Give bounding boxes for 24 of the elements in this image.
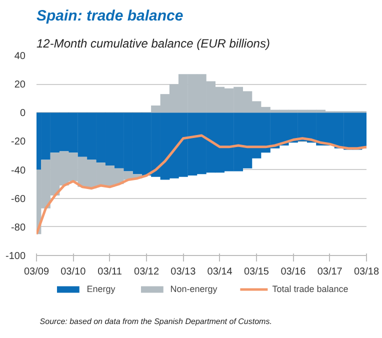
x-tick-label: 03/18: [354, 266, 380, 278]
legend-label: Energy: [86, 284, 116, 294]
legend-label: Total trade balance: [272, 284, 348, 294]
x-tick-label: 03/17: [317, 266, 343, 278]
x-tick-label: 03/13: [170, 266, 196, 278]
y-tick-label: -40: [11, 165, 26, 176]
x-tick-label: 03/09: [24, 266, 50, 278]
legend-label: Non-energy: [170, 284, 218, 294]
chart-subtitle: 12-Month cumulative balance (EUR billions): [36, 36, 270, 50]
y-tick-label: -60: [11, 194, 26, 205]
y-tick-label: 40: [14, 51, 26, 62]
chart-title: Spain: trade balance: [36, 8, 184, 24]
x-tick-label: 03/15: [244, 266, 270, 278]
x-tick-label: 03/11: [98, 266, 122, 278]
y-tick-label: -80: [11, 222, 26, 234]
y-tick-label: 20: [14, 80, 26, 91]
x-tick-label: 03/12: [134, 266, 160, 278]
y-tick-label: -100: [5, 251, 26, 262]
x-tick-label: 03/10: [60, 266, 86, 278]
source-note: Source: based on data from the Spanish Department of Customs.: [40, 316, 272, 326]
x-tick-label: 03/16: [280, 266, 306, 278]
y-tick-label: -20: [11, 136, 26, 148]
y-tick-label: 0: [20, 108, 26, 120]
x-tick-label: 03/14: [207, 266, 233, 278]
